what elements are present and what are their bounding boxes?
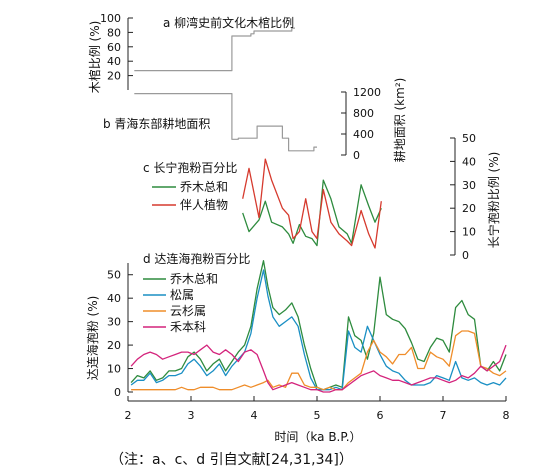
chart-d-xtick-label: 7 (440, 409, 447, 422)
legend-c-label-1: 乔木总和 (180, 180, 228, 194)
chart-d-xtick-label: 4 (251, 409, 258, 422)
chart-d-ylabel: 达连海孢粉 (%) (85, 296, 100, 381)
chart-c-series-1-line (242, 179, 382, 247)
legend-d-label-1: 乔木总和 (170, 272, 218, 286)
chart-d-ytick-label: 30 (107, 316, 121, 329)
chart-d-xtick-label: 2 (125, 409, 132, 422)
chart-b-ytick-label: 400 (353, 128, 374, 141)
chart-c-ytick-label: 50 (462, 132, 476, 145)
chart-c-series-2-line (242, 158, 382, 249)
chart-a-ytick-label: 100 (100, 12, 121, 25)
legend-c-label-2: 伴人植物 (180, 197, 228, 212)
panel-d: 0 10 20 30 40 50 2 3 4 5 6 7 8 (107, 260, 510, 422)
chart-b-ytick-label: 1200 (353, 86, 381, 99)
chart-a-ytick-label: 20 (107, 70, 121, 83)
chart-a-ytick-label: 40 (107, 55, 121, 68)
chart-b-ytick-label: 800 (353, 107, 374, 120)
chart-d-ytick-label: 40 (107, 292, 121, 305)
chart-c-ytick-label: 40 (462, 155, 476, 168)
chart-d-ytick-label: 10 (107, 363, 121, 376)
chart-a-ytick-label: 80 (107, 26, 121, 39)
chart-c-ytick-label: 10 (462, 226, 476, 239)
chart-c-ylabel: 长宁孢粉比例 (%) (486, 152, 501, 249)
panel-c: 0 10 20 30 40 50 (242, 132, 476, 262)
legend-d-label-3: 云杉属 (170, 304, 206, 318)
chart-d-xtick-label: 5 (314, 409, 321, 422)
chart-d-xtick-label: 6 (377, 409, 384, 422)
chart-a-ytick-label: 60 (107, 41, 121, 54)
chart-d-series-4-line (130, 344, 507, 393)
chart-d-ytick-label: 20 (107, 339, 121, 352)
legend-d-label-2: 松属 (170, 288, 194, 302)
chart-a-ylabel: 木棺比例 (%) (87, 21, 102, 94)
legend-d: 乔木总和 松属 云杉属 禾本科 (143, 272, 218, 334)
chart-d-xlabel: 时间（ka B.P.） (274, 430, 361, 444)
chart-d-ytick-label: 0 (114, 386, 121, 399)
chart-a-series-1-line (134, 27, 295, 72)
chart-b-series-1-line (134, 92, 317, 152)
panel-b: 0 400 800 1200 (134, 86, 381, 162)
chart-d-ytick-label: 50 (107, 269, 121, 282)
chart-b-title: b 青海东部耕地面积 (103, 116, 210, 131)
chart-c-ytick-label: 20 (462, 202, 476, 215)
chart-b-ytick-label: 0 (353, 149, 360, 162)
chart-c-ytick-label: 0 (462, 249, 469, 262)
chart-c-ytick-label: 30 (462, 179, 476, 192)
chart-d-xtick-label: 8 (503, 409, 510, 422)
chart-d-xtick-label: 3 (188, 409, 195, 422)
legend-d-label-4: 禾本科 (170, 320, 206, 334)
chart-b-ylabel: 耕地面积 (km²) (392, 78, 407, 163)
legend-c: 乔木总和 伴人植物 (152, 180, 228, 212)
chart-d-series-3-line (131, 330, 507, 391)
chart-d-title: d 达连海孢粉百分比 (143, 251, 250, 266)
caption: （注：a、c、d 引自文献[24,31,34]） (110, 452, 353, 468)
chart-a-title: a 柳湾史前文化木棺比例 (163, 15, 294, 30)
chart-c-title: c 长宁孢粉百分比 (143, 160, 237, 175)
